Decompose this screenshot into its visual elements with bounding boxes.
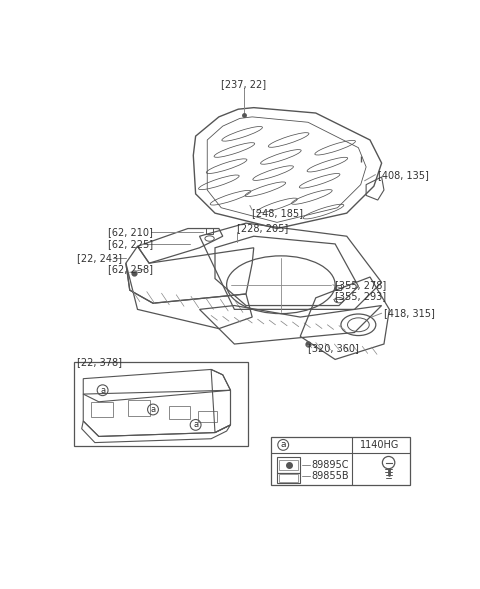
Text: 89855B: 89855B [311, 471, 349, 481]
Text: [248, 185]: [248, 185] [252, 208, 303, 218]
Bar [206, 228, 213, 234]
Text: [355, 293]: [355, 293] [335, 292, 386, 302]
Bar [91, 402, 113, 417]
Bar [335, 284, 340, 290]
Text: a: a [193, 421, 198, 429]
Bar [279, 474, 298, 482]
Bar [271, 437, 410, 485]
Text: [62, 225]: [62, 225] [108, 239, 153, 249]
Bar [277, 457, 300, 472]
Text: a: a [280, 441, 286, 449]
Bar [74, 362, 248, 446]
Text: [408, 135]: [408, 135] [378, 170, 429, 180]
Text: [62, 210]: [62, 210] [108, 227, 153, 237]
Text: [320, 360]: [320, 360] [308, 343, 359, 353]
Bar [277, 472, 300, 484]
Bar [128, 401, 150, 416]
Bar [168, 406, 190, 419]
Text: [22, 243]: [22, 243] [77, 253, 122, 263]
Text: [22, 378]: [22, 378] [77, 357, 122, 367]
Text: 89895C: 89895C [311, 460, 348, 470]
Text: [355, 278]: [355, 278] [335, 280, 386, 290]
Text: a: a [100, 386, 105, 395]
Text: [62, 258]: [62, 258] [108, 264, 153, 274]
Text: 1140HG: 1140HG [360, 440, 399, 450]
Text: [228, 205]: [228, 205] [237, 224, 288, 233]
Bar [198, 411, 217, 422]
Text: [237, 22]: [237, 22] [221, 80, 266, 90]
Text: [418, 315]: [418, 315] [384, 308, 435, 318]
Text: a: a [150, 405, 156, 414]
Bar [279, 459, 298, 470]
